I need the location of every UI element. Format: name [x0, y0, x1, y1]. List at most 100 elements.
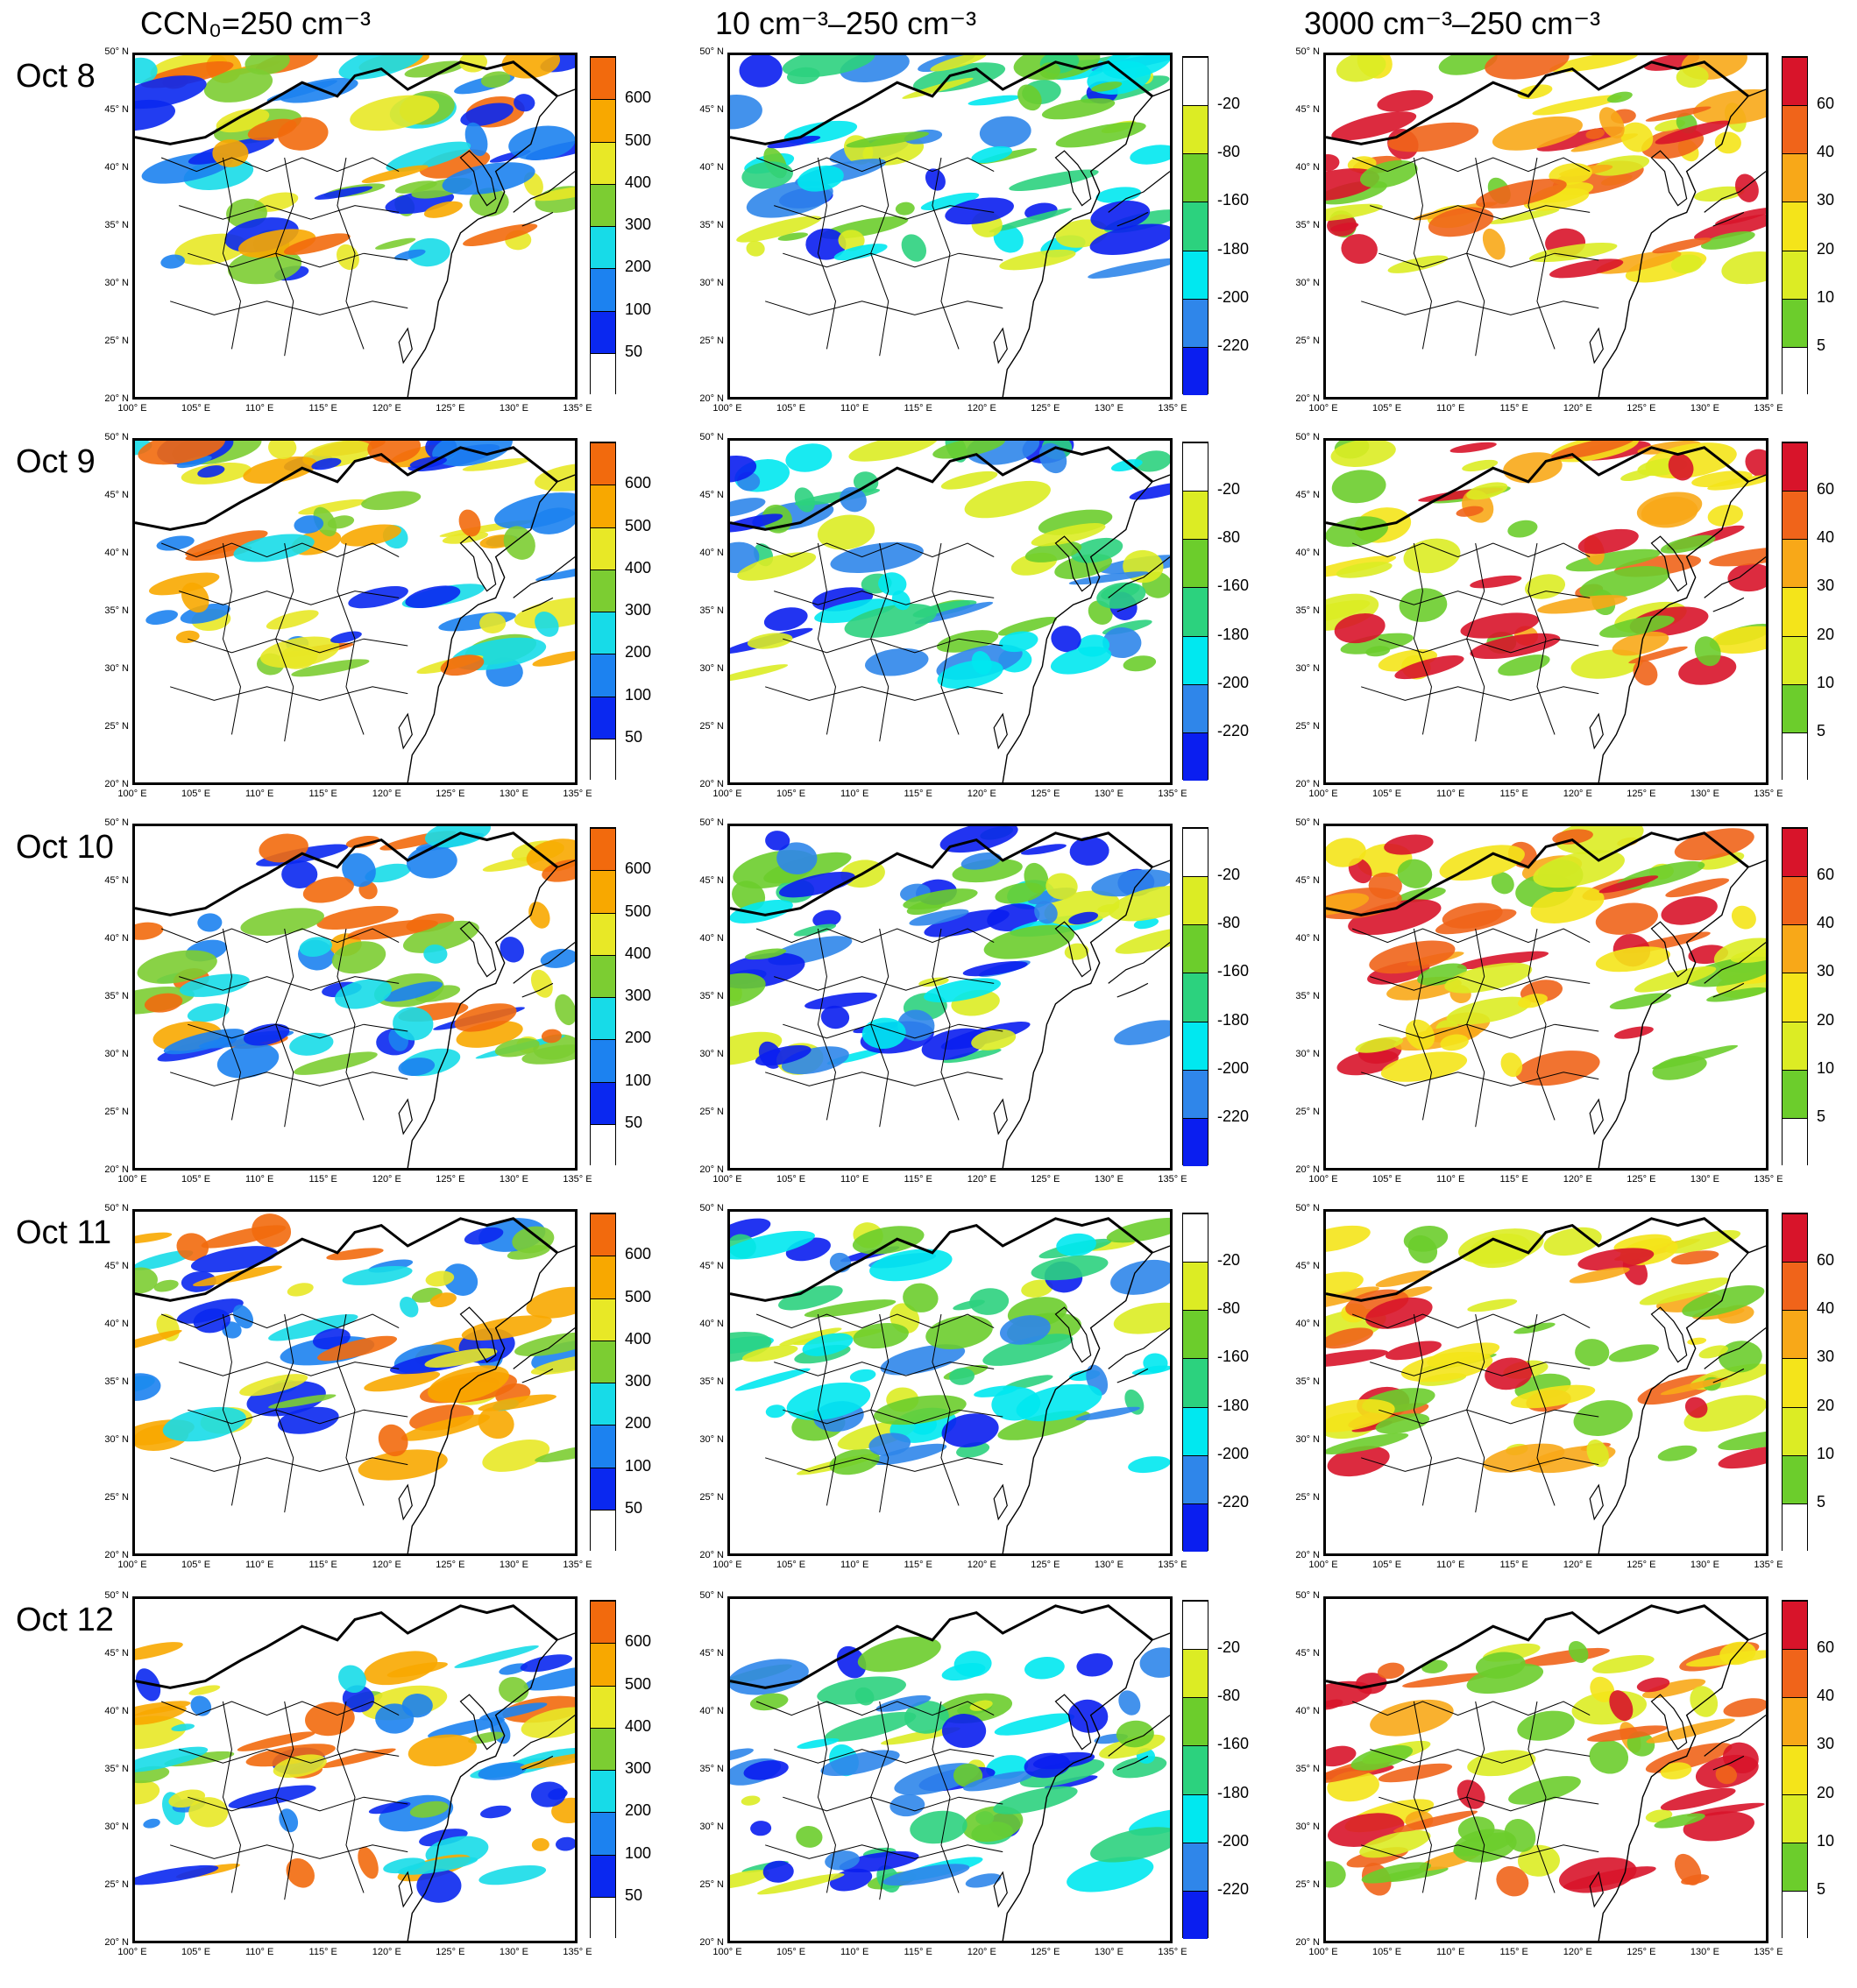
longitude-tick-label: 120° E [967, 789, 996, 799]
japan-outline [514, 557, 575, 612]
latitude-tick-label: 50° N [699, 432, 724, 442]
field-contour-patch [423, 944, 448, 964]
colorbar-label: -160 [1217, 1735, 1250, 1753]
longitude-tick-label: 135° E [1158, 1947, 1187, 1957]
field-contour-patch [1694, 186, 1745, 202]
colorbar-label: 10 [1817, 1831, 1835, 1850]
field-contour-patch [521, 1707, 575, 1738]
field-contour-patch [317, 1335, 398, 1362]
field-contour-patch [1114, 1020, 1170, 1045]
field-contour-patch [737, 552, 817, 581]
national-border [135, 62, 557, 145]
colorbar [1782, 56, 1808, 395]
field-contour-patch [1595, 946, 1670, 973]
colorbar-label: 400 [625, 558, 652, 577]
latitude-tick-label: 35° N [1295, 220, 1320, 230]
latitude-tick-label: 50° N [104, 1203, 129, 1213]
field-contour-patch [793, 923, 837, 937]
latitude-tick-label: 30° N [699, 278, 724, 288]
latitude-tick-label: 20° N [1295, 779, 1320, 789]
field-contour-patch [283, 233, 351, 255]
latitude-tick-label: 50° N [699, 1590, 724, 1601]
colorbar-cell [591, 1123, 615, 1166]
korea-outline [1651, 151, 1686, 205]
field-contour-patch [1528, 242, 1618, 263]
field-contour-patch [438, 612, 516, 632]
map-field-svg [135, 1212, 575, 1553]
colorbar-label: 200 [625, 1414, 652, 1433]
field-contour-patch [494, 492, 575, 529]
field-contour-patch [1378, 1763, 1453, 1783]
latitude-tick-label: 25° N [1295, 721, 1320, 732]
latitude-tick-label: 30° N [699, 1434, 724, 1445]
longitude-tick-label: 135° E [1754, 789, 1783, 799]
field-contour-patch [556, 1836, 575, 1851]
field-contour-patch [294, 1051, 378, 1075]
province-boundary [170, 1072, 408, 1086]
field-contour-patch [358, 1846, 379, 1879]
latitude-tick-label: 20° N [1295, 393, 1320, 404]
field-contour-patch [408, 237, 450, 267]
field-contour-patch [298, 499, 367, 515]
field-contour-patch [1326, 893, 1370, 916]
field-contour-patch [335, 979, 393, 1009]
field-contour-patch [460, 103, 514, 127]
field-contour-patch [1466, 1663, 1544, 1694]
field-contour-patch [765, 1404, 786, 1418]
field-contour-patch [949, 1368, 975, 1385]
latitude-tick-label: 50° N [104, 46, 129, 57]
latitude-tick-label: 25° N [104, 1492, 129, 1503]
field-contour-patch [993, 224, 1024, 253]
field-contour-patch [398, 1058, 436, 1076]
field-contour-patch [176, 1233, 209, 1262]
japan-outline [514, 1328, 575, 1383]
field-contour-patch [903, 888, 978, 909]
field-contour-patch [523, 1665, 575, 1691]
map-panel [1323, 824, 1768, 1171]
field-contour-patch [179, 973, 250, 997]
field-contour-patch [969, 1288, 1010, 1315]
longitude-tick-label: 115° E [1499, 789, 1528, 799]
colorbar-cell [1783, 732, 1807, 781]
colorbar-label: -20 [1217, 1251, 1241, 1270]
field-contour-patch [730, 1230, 815, 1260]
colorbar-label: 50 [625, 1113, 643, 1131]
province-boundary [871, 158, 889, 356]
taiwan-outline [1590, 1872, 1603, 1907]
field-contour-patch [1636, 1677, 1670, 1693]
province-boundary [276, 1314, 294, 1512]
coastline [1598, 1246, 1766, 1553]
field-contour-patch [776, 842, 818, 874]
field-contour-patch [1115, 926, 1170, 954]
field-contour-patch [1051, 626, 1081, 653]
longitude-tick-label: 100° E [1308, 1174, 1338, 1185]
latitude-tick-label: 20° N [699, 1550, 724, 1560]
latitude-tick-label: 20° N [1295, 1937, 1320, 1948]
field-contour-patch [1068, 571, 1149, 585]
field-contour-patch [1118, 1690, 1141, 1716]
field-contour-patch [1517, 994, 1548, 1008]
colorbar-cell [591, 612, 615, 654]
province-boundary [1528, 1701, 1555, 1892]
field-contour-patch [1089, 223, 1170, 255]
field-contour-patch [400, 1297, 419, 1318]
colorbar-label: 50 [625, 727, 643, 746]
latitude-tick-label: 45° N [104, 490, 129, 500]
taiwan-outline [1590, 714, 1603, 748]
latitude-tick-label: 20° N [1295, 1164, 1320, 1175]
field-contour-patch [1336, 562, 1393, 578]
field-contour-patch [1470, 633, 1561, 660]
field-contour-patch [1609, 1690, 1634, 1722]
colorbar-cell [1183, 924, 1208, 973]
field-contour-patch [1457, 951, 1549, 970]
field-contour-patch [974, 1385, 1018, 1397]
field-contour-patch [135, 1716, 187, 1750]
field-contour-patch [494, 1037, 540, 1058]
colorbar-label: 300 [625, 216, 652, 233]
field-contour-patch [1491, 872, 1514, 895]
field-contour-patch [1378, 1662, 1405, 1680]
field-contour-patch [375, 1703, 415, 1734]
field-contour-patch [1563, 1866, 1656, 1890]
colorbar-cell [1783, 876, 1807, 925]
field-contour-patch [1575, 1339, 1610, 1367]
